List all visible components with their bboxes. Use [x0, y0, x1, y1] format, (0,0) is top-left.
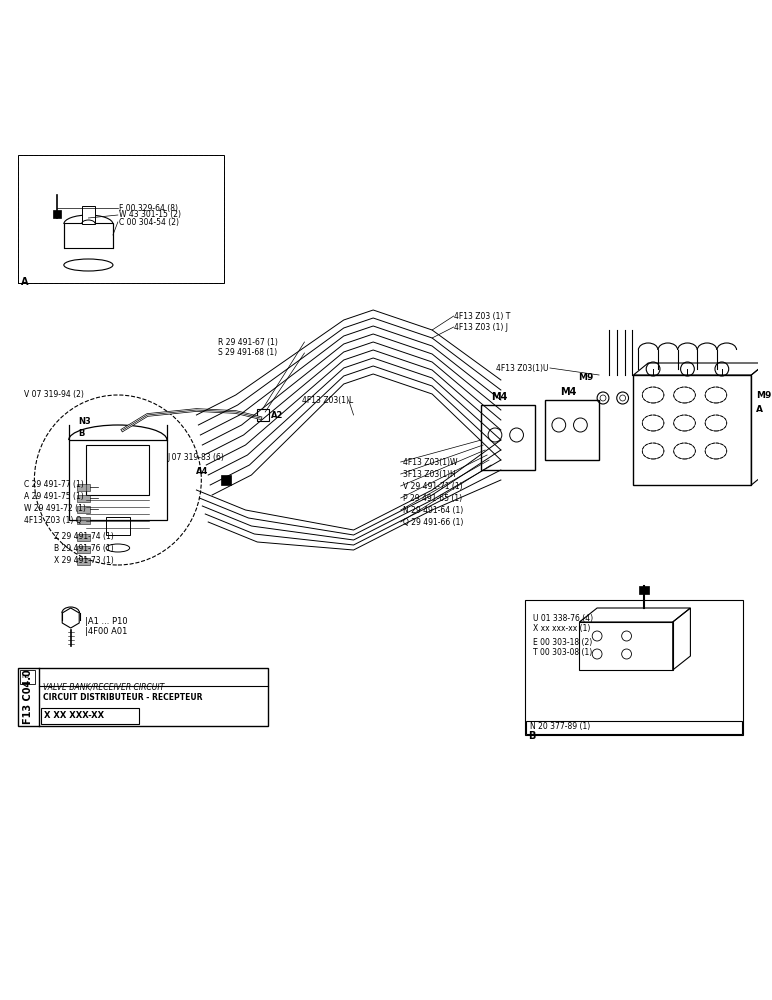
Bar: [257, 409, 269, 421]
Bar: [545, 400, 599, 460]
Bar: [76, 484, 90, 490]
Text: B 29 491-76 (1): B 29 491-76 (1): [54, 544, 113, 554]
Text: V 07 319-94 (2): V 07 319-94 (2): [24, 390, 83, 399]
Text: A 29 491-75 (1): A 29 491-75 (1): [24, 492, 83, 502]
Bar: [41, 708, 140, 724]
Bar: [19, 670, 36, 684]
Text: Z 29 491-74 (1): Z 29 491-74 (1): [54, 532, 113, 542]
Text: F 00 329-64 (8): F 00 329-64 (8): [119, 204, 178, 213]
Bar: [639, 586, 649, 594]
Bar: [526, 600, 743, 735]
Text: N 20 377-89 (1): N 20 377-89 (1): [530, 722, 591, 732]
Text: C 29 491-77 (1): C 29 491-77 (1): [24, 481, 83, 489]
Text: C 00 304-54 (2): C 00 304-54 (2): [119, 218, 179, 227]
Text: F13 C04.0: F13 C04.0: [23, 670, 33, 724]
Bar: [106, 517, 130, 535]
Text: 4F13 Z03 (1) Q: 4F13 Z03 (1) Q: [24, 516, 81, 526]
Bar: [76, 534, 90, 540]
Text: M9: M9: [757, 390, 771, 399]
Text: A: A: [21, 277, 28, 287]
Text: U 01 338-76 (4): U 01 338-76 (4): [533, 613, 594, 622]
Bar: [69, 440, 167, 520]
Text: X XX XXX-XX: X XX XXX-XX: [44, 712, 104, 720]
Text: M4: M4: [491, 392, 507, 402]
Text: 3F13 Z03(1)H: 3F13 Z03(1)H: [403, 470, 455, 479]
Bar: [64, 223, 113, 248]
Text: X 29 491-73 (1): X 29 491-73 (1): [54, 556, 113, 566]
Bar: [53, 210, 61, 218]
Text: X xx xxx-xx (1): X xx xxx-xx (1): [533, 624, 591, 633]
Bar: [18, 155, 224, 283]
Bar: [76, 558, 90, 564]
Bar: [634, 375, 751, 485]
Text: B: B: [528, 731, 536, 741]
Text: B: B: [79, 428, 85, 438]
Text: VALVE BANK/RECEIVER CIRCUIT: VALVE BANK/RECEIVER CIRCUIT: [43, 682, 164, 692]
Bar: [580, 622, 672, 670]
Bar: [86, 445, 149, 495]
Text: Q 29 491-66 (1): Q 29 491-66 (1): [403, 518, 463, 526]
Bar: [76, 546, 90, 552]
Text: |A1 ... P10: |A1 ... P10: [86, 616, 128, 626]
Text: W 43 301-15 (2): W 43 301-15 (2): [119, 211, 181, 220]
Text: E 00 303-18 (2): E 00 303-18 (2): [533, 639, 593, 648]
Text: 4F13 Z03(1)L: 4F13 Z03(1)L: [303, 395, 354, 404]
Bar: [76, 516, 90, 524]
Text: CIRCUIT DISTRIBUTEUR - RECEPTEUR: CIRCUIT DISTRIBUTEUR - RECEPTEUR: [43, 694, 203, 702]
Text: 4F13 Z03(1)W: 4F13 Z03(1)W: [403, 458, 457, 466]
Bar: [76, 506, 90, 512]
Text: A: A: [757, 406, 764, 414]
Text: 4F13 Z03 (1) T: 4F13 Z03 (1) T: [454, 312, 510, 320]
Text: M9: M9: [578, 373, 594, 382]
Text: N3: N3: [79, 418, 91, 426]
Text: N 29 491-64 (1): N 29 491-64 (1): [403, 506, 463, 514]
Text: J 07 319-83 (6): J 07 319-83 (6): [167, 454, 224, 462]
Bar: [18, 668, 268, 726]
Text: A4: A4: [196, 468, 208, 477]
Text: |4F00 A01: |4F00 A01: [86, 626, 128, 636]
Text: A2: A2: [271, 410, 283, 420]
Text: V 29 491-71 (1): V 29 491-71 (1): [403, 482, 462, 490]
Text: P 29 491-65 (1): P 29 491-65 (1): [403, 493, 462, 502]
Bar: [527, 721, 743, 734]
Bar: [18, 155, 224, 283]
Text: W 29 491-72 (1): W 29 491-72 (1): [24, 504, 86, 514]
Text: S 29 491-68 (1): S 29 491-68 (1): [218, 349, 277, 358]
Bar: [82, 206, 95, 224]
Text: R 29 491-67 (1): R 29 491-67 (1): [218, 338, 278, 347]
Bar: [481, 405, 535, 470]
Bar: [221, 475, 231, 485]
Bar: [76, 494, 90, 502]
Text: no: no: [22, 674, 29, 680]
Text: 4F13 Z03(1)U: 4F13 Z03(1)U: [496, 363, 548, 372]
Text: T 00 303-08 (1): T 00 303-08 (1): [533, 648, 593, 658]
Text: 4F13 Z03 (1) J: 4F13 Z03 (1) J: [454, 322, 508, 332]
Text: M4: M4: [560, 387, 576, 397]
